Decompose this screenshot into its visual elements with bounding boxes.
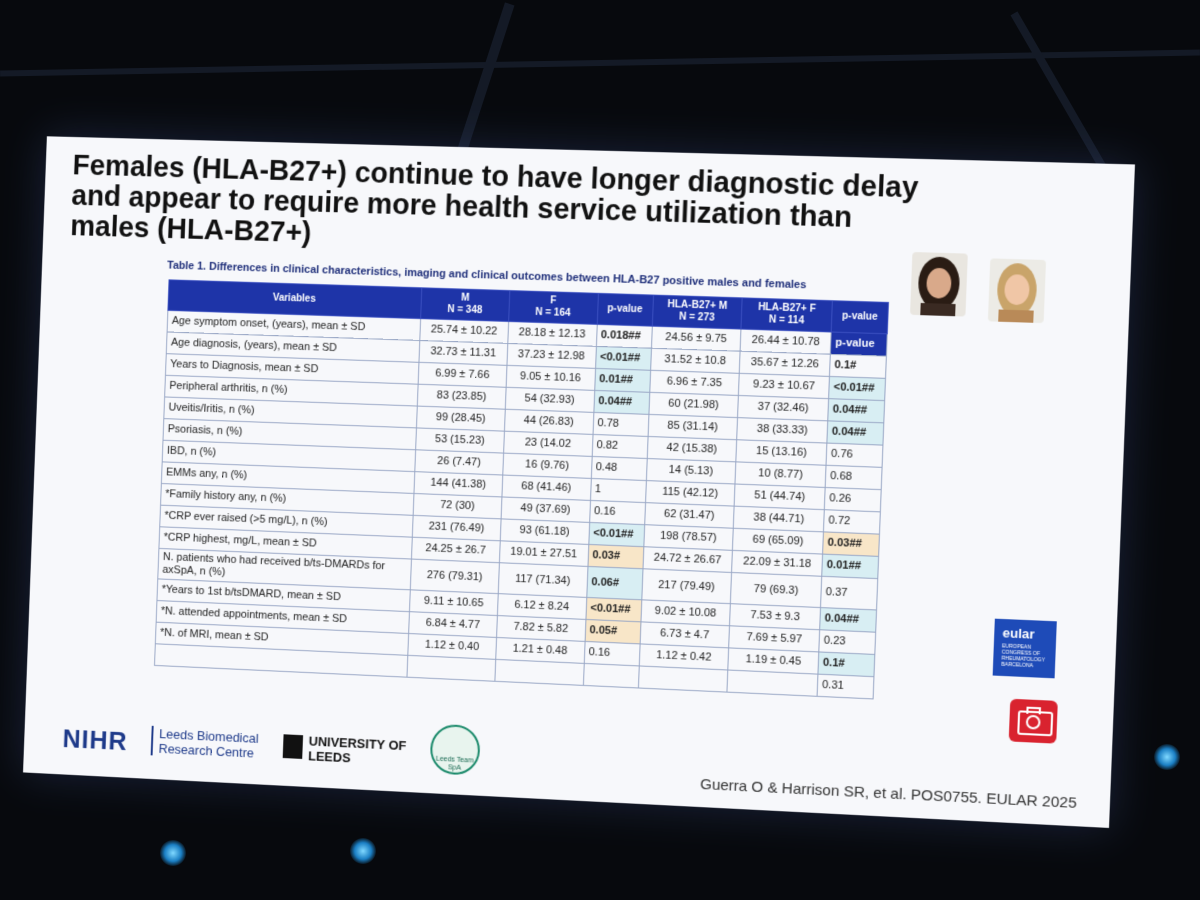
cell-hla-f: 26.44 ± 10.78 xyxy=(740,329,831,354)
cell-p2: 0.01## xyxy=(822,554,879,579)
stage-light xyxy=(160,840,186,866)
cell-hla-m: 60 (21.98) xyxy=(648,392,738,417)
cell-p1: 1 xyxy=(590,478,646,502)
header-hla-m: HLA-B27+ MN = 273 xyxy=(652,295,743,329)
cell-p2: 0.04## xyxy=(828,399,885,423)
header-m-n: N = 348 xyxy=(447,304,482,316)
author-photo xyxy=(910,252,968,317)
cell-m: 99 (28.45) xyxy=(416,406,505,431)
header-hla-f-label: HLA-B27+ F xyxy=(758,302,816,315)
cell-p1: <0.01## xyxy=(595,346,651,370)
cell-m: 276 (79.31) xyxy=(410,559,499,594)
camera-icon xyxy=(1009,699,1058,744)
nihr-logo: NIHR xyxy=(62,723,128,757)
header-f-label: F xyxy=(550,295,557,306)
cell-f: 117 (71.34) xyxy=(498,563,587,598)
footer-logos: NIHR Leeds Biomedical Research Centre UN… xyxy=(62,706,553,790)
header-hla-m-n: N = 273 xyxy=(679,311,715,323)
cell-p1: 0.16 xyxy=(589,500,645,524)
header-f: FN = 164 xyxy=(508,291,598,325)
header-p-value-2: p-value xyxy=(831,301,888,334)
eular-logo-text: eular xyxy=(1002,625,1035,642)
cell-f: 28.18 ± 12.13 xyxy=(508,321,597,346)
cell-hla-m: 6.96 ± 7.35 xyxy=(649,370,739,395)
cell-p2: 0.26 xyxy=(824,487,881,511)
cell-p1: 0.16 xyxy=(584,641,640,666)
cell-hla-f: 37 (32.46) xyxy=(738,395,829,420)
cell-p1: 0.82 xyxy=(592,434,648,458)
cell-p1: 0.78 xyxy=(593,412,649,436)
cell-p1: <0.01## xyxy=(585,597,641,621)
leeds-team-spa-logo: Leeds Team SpA xyxy=(429,724,480,776)
cell-hla-f: 38 (33.33) xyxy=(737,418,828,443)
cell-m: 6.99 ± 7.66 xyxy=(418,362,507,387)
cell-hla-m: 217 (79.49) xyxy=(641,569,731,604)
cell-p2: <0.01## xyxy=(829,376,886,400)
cell-f: 54 (32.93) xyxy=(505,387,594,412)
author-photo xyxy=(988,258,1046,323)
header-hla-f-n: N = 114 xyxy=(769,314,805,326)
header-f-n: N = 164 xyxy=(535,307,571,319)
stage-light xyxy=(1154,744,1180,770)
cell-p2: 0.68 xyxy=(825,465,882,489)
cell-p2: 0.23 xyxy=(819,630,876,655)
cell-hla-f xyxy=(727,670,818,696)
university-crest-icon xyxy=(283,734,303,759)
cell-m: 25.74 ± 10.22 xyxy=(420,319,509,344)
cell-p1: 0.06# xyxy=(586,566,642,599)
cell-p2: p-value xyxy=(830,332,887,356)
eular-logo-subtext: EUROPEAN CONGRESS OF RHEUMATOLOGY BARCEL… xyxy=(1001,643,1049,670)
cell-p2: 0.1# xyxy=(818,652,875,677)
cell-p1: 0.018## xyxy=(596,324,652,348)
cell-hla-f: 9.23 ± 10.67 xyxy=(739,373,830,398)
header-hla-f: HLA-B27+ FN = 114 xyxy=(741,298,832,332)
cell-m xyxy=(407,655,496,681)
cell-p1: 0.48 xyxy=(591,456,647,480)
cell-p2: 0.04## xyxy=(827,421,884,445)
cell-hla-m xyxy=(638,666,728,692)
cell-p1 xyxy=(583,663,639,688)
cell-hla-m: 31.52 ± 10.8 xyxy=(650,348,740,373)
leeds-team-spa-text: Leeds Team SpA xyxy=(432,756,478,774)
results-table: Variables MN = 348 FN = 164 p-value HLA-… xyxy=(154,279,889,699)
cell-p2: 0.76 xyxy=(826,443,883,467)
cell-hla-m: 24.56 ± 9.75 xyxy=(651,326,741,351)
slide-title: Females (HLA-B27+) continue to have long… xyxy=(70,151,926,268)
cell-m: 32.73 ± 11.31 xyxy=(419,340,508,365)
ceiling-truss xyxy=(456,2,515,157)
cell-p2: 0.1# xyxy=(829,354,886,378)
header-hla-m-label: HLA-B27+ M xyxy=(667,299,727,312)
projected-slide: Females (HLA-B27+) continue to have long… xyxy=(23,136,1135,828)
ceiling-truss xyxy=(0,50,1200,77)
cell-p2: 0.31 xyxy=(817,674,874,699)
cell-f: 9.05 ± 10.16 xyxy=(506,365,595,390)
header-m: MN = 348 xyxy=(421,288,510,322)
cell-p1: 0.05# xyxy=(585,619,641,643)
cell-hla-f: 79 (69.3) xyxy=(731,572,822,607)
cell-f: 44 (26.83) xyxy=(504,409,593,434)
cell-p2: 0.03## xyxy=(823,532,880,557)
citation: Guerra O & Harrison SR, et al. POS0755. … xyxy=(700,776,1077,812)
cell-p1: 0.04## xyxy=(593,390,649,414)
header-m-label: M xyxy=(461,293,470,304)
cell-p1: 0.01## xyxy=(594,368,650,392)
cell-p1: <0.01## xyxy=(588,522,644,546)
cell-f xyxy=(495,659,584,685)
cell-hla-f: 35.67 ± 12.26 xyxy=(739,351,830,376)
cell-p2: 0.72 xyxy=(823,510,880,534)
university-logo-text: UNIVERSITY OF LEEDS xyxy=(308,734,407,769)
header-p-value: p-value xyxy=(597,293,653,326)
cell-p1: 0.03# xyxy=(587,544,643,568)
cell-m: 83 (23.85) xyxy=(417,384,506,409)
cell-p2: 0.04## xyxy=(820,608,877,633)
stage-light xyxy=(350,838,376,864)
cell-f: 37.23 ± 12.98 xyxy=(507,343,596,368)
eular-logo: eular EUROPEAN CONGRESS OF RHEUMATOLOGY … xyxy=(993,619,1057,679)
cell-hla-m: 85 (31.14) xyxy=(648,414,738,439)
lbrc-logo-text: Leeds Biomedical Research Centre xyxy=(151,726,276,762)
cell-p2: 0.37 xyxy=(821,576,878,610)
